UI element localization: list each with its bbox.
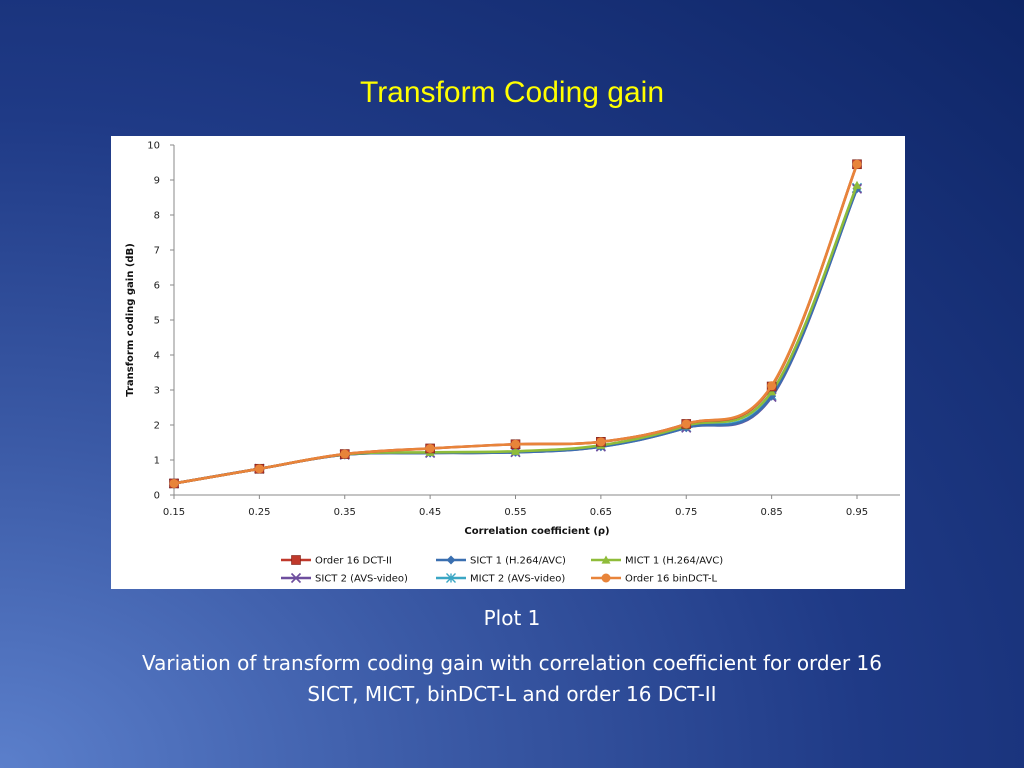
y-tick-label: 6 — [154, 281, 160, 292]
data-point — [340, 449, 350, 459]
y-tick-label: 0 — [154, 491, 160, 502]
legend-swatch-marker — [290, 572, 302, 584]
data-point — [511, 446, 520, 455]
x-axis-label: Correlation coefficient (ρ) — [464, 526, 609, 537]
data-point — [852, 180, 862, 189]
series-line — [173, 188, 859, 485]
data-point — [425, 443, 435, 453]
data-point — [169, 478, 179, 488]
data-point — [681, 419, 691, 429]
series-order-16-dct-ii — [169, 159, 862, 489]
series-order-16-bindct-l — [169, 159, 862, 488]
series-line — [173, 184, 859, 485]
series-line — [173, 163, 859, 485]
y-tick-label: 4 — [154, 351, 160, 362]
data-point — [767, 381, 777, 391]
line-chart: 0 1 2 3 4 5 6 7 8 9 10 0.15 0.25 0.35 0.45 0.55 0.65 0.7… — [125, 141, 900, 585]
data-point — [254, 464, 264, 474]
y-tick-label: 1 — [154, 456, 160, 467]
series-line — [173, 163, 859, 485]
y-axis-label: Transform coding gain (dB) — [125, 243, 136, 397]
x-tick-label: 0.85 — [760, 507, 782, 518]
slide-title: Transform Coding gain — [359, 76, 665, 109]
y-tick-label: 7 — [154, 246, 160, 257]
legend-item: MICT 2 (AVS-video) — [436, 573, 565, 585]
y-tick-label: 10 — [147, 141, 160, 152]
chart-panel: 0 1 2 3 4 5 6 7 8 9 10 0.15 0.25 0.35 0.45 0.55 0.65 0.7… — [111, 136, 905, 589]
data-point — [596, 437, 606, 447]
x-tick-label: 0.95 — [846, 507, 868, 518]
legend-swatch-marker — [291, 555, 301, 565]
legend-item: SICT 2 (AVS-video) — [281, 572, 408, 585]
x-tick-label: 0.45 — [419, 507, 441, 518]
legend-label: SICT 2 (AVS-video) — [315, 574, 408, 585]
data-point — [852, 159, 862, 169]
legend-label: SICT 1 (H.264/AVC) — [470, 556, 566, 567]
legend-label: Order 16 binDCT-L — [625, 574, 717, 585]
legend-item: SICT 1 (H.264/AVC) — [436, 555, 566, 567]
legend-item: MICT 1 (H.264/AVC) — [591, 555, 723, 567]
legend-swatch-marker — [446, 573, 456, 583]
x-tick-label: 0.75 — [675, 507, 697, 518]
y-tick-label: 8 — [154, 211, 160, 222]
y-tick-label: 3 — [154, 386, 160, 397]
legend-swatch-marker — [601, 573, 611, 583]
x-tick-label: 0.25 — [248, 507, 270, 518]
x-tick-label: 0.35 — [334, 507, 356, 518]
y-tick-label: 5 — [154, 316, 160, 327]
y-tick-label: 9 — [154, 176, 160, 187]
plot-caption: Variation of transform coding gain with … — [142, 651, 882, 706]
data-point — [767, 391, 777, 401]
legend-item: Order 16 binDCT-L — [591, 573, 717, 585]
data-point — [511, 439, 520, 449]
legend-label: MICT 1 (H.264/AVC) — [625, 556, 723, 567]
x-tick-label: 0.65 — [590, 507, 612, 518]
series-line — [173, 188, 859, 485]
legend-swatch-marker — [601, 555, 611, 564]
legend-label: MICT 2 (AVS-video) — [470, 574, 565, 585]
plot-label: Plot 1 — [483, 606, 541, 630]
series-line — [173, 187, 859, 485]
x-tick-label: 0.55 — [504, 507, 526, 518]
y-tick-label: 2 — [154, 421, 160, 432]
legend-label: Order 16 DCT-II — [315, 556, 392, 567]
legend-swatch-marker — [446, 555, 456, 565]
x-tick-label: 0.15 — [163, 507, 185, 518]
legend-item: Order 16 DCT-II — [281, 555, 392, 567]
